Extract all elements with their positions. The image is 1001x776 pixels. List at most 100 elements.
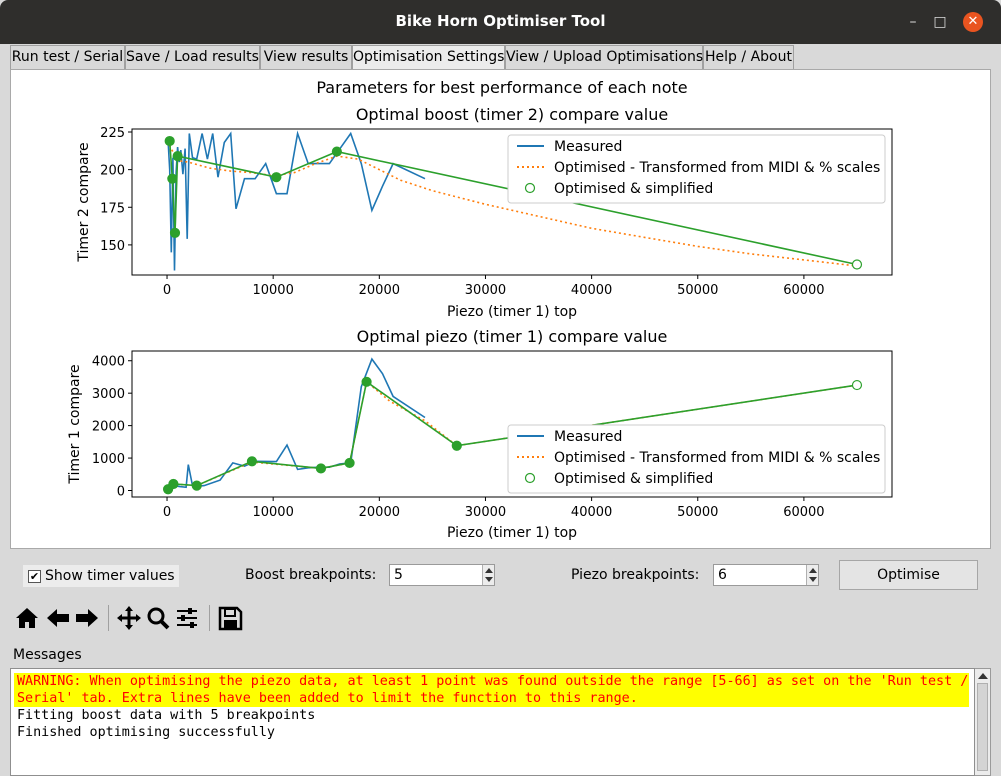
- messages-scrollbar[interactable]: [975, 668, 991, 776]
- decrement-arrow-icon[interactable]: [485, 577, 493, 582]
- y-tick-label: 200: [100, 164, 125, 179]
- data-point: [271, 172, 282, 183]
- figure-svg: Parameters for best performance of each …: [67, 78, 893, 541]
- checkbox-box[interactable]: ✔: [28, 569, 41, 583]
- y-tick-label: 4000: [92, 355, 125, 370]
- data-point: [315, 463, 327, 474]
- data-point: [331, 146, 342, 157]
- piezo-breakpoints-label: Piezo breakpoints:: [571, 567, 700, 583]
- boost-plot-legend: Measured Optimised - Transformed from MI…: [507, 134, 886, 204]
- forward-arrow-icon[interactable]: [73, 603, 101, 633]
- tab-help-about[interactable]: Help / About: [703, 45, 794, 69]
- legend-measured: Measured: [554, 429, 622, 445]
- increment-arrow-icon[interactable]: [485, 568, 493, 573]
- x-tick-label: 60000: [783, 505, 824, 520]
- tab-view-results[interactable]: View results: [260, 45, 352, 69]
- series-line-0: [167, 357, 426, 490]
- x-tick-label: 40000: [571, 505, 612, 520]
- legend-optimised-simplified: Optimised & simplified: [554, 471, 713, 487]
- y-tick-label: 3000: [92, 387, 125, 402]
- data-point: [191, 480, 202, 491]
- zoom-icon[interactable]: [144, 603, 172, 633]
- y-tick-label: 225: [100, 126, 125, 141]
- series-line-1: [166, 140, 858, 267]
- boost-breakpoints-stepper[interactable]: [482, 565, 494, 585]
- back-arrow-icon[interactable]: [44, 603, 72, 633]
- show-timer-values-label[interactable]: Show timer values: [45, 568, 175, 584]
- boost-plot: Optimal boost (timer 2) compare value 0 1…: [76, 105, 893, 320]
- piezo-breakpoints-value[interactable]: 6: [718, 567, 727, 583]
- boost-plot-xlabel: Piezo (timer 1) top: [447, 304, 577, 320]
- legend-optimised-transformed: Optimised - Transformed from MIDI & % sc…: [554, 160, 880, 176]
- piezo-plot-ylabel: Timer 1 compare: [67, 364, 83, 484]
- data-point: [172, 150, 183, 162]
- boost-breakpoints-value[interactable]: 5: [394, 567, 403, 583]
- figure-suptitle: Parameters for best performance of each …: [316, 78, 687, 97]
- show-timer-values-checkbox[interactable]: ✔ Show timer values: [23, 565, 179, 587]
- messages-log[interactable]: WARNING: When optimising the piezo data,…: [10, 668, 975, 776]
- save-icon[interactable]: [216, 603, 244, 633]
- piezo-breakpoints-stepper[interactable]: [806, 565, 818, 585]
- y-tick-label: 175: [100, 201, 125, 216]
- series-line-1: [167, 380, 858, 490]
- home-icon[interactable]: [13, 603, 41, 633]
- piezo-plot-title: Optimal piezo (timer 1) compare value: [357, 327, 668, 346]
- legend-optimised-transformed: Optimised - Transformed from MIDI & % sc…: [554, 450, 880, 466]
- scroll-up-arrow-icon[interactable]: [978, 673, 988, 679]
- optimisation-controls: ✔ Show timer values Boost breakpoints: 5…: [10, 555, 991, 597]
- x-tick-label: 30000: [465, 505, 506, 520]
- optimise-button[interactable]: Optimise: [839, 560, 978, 590]
- data-point: [851, 259, 863, 270]
- boost-plot-title: Optimal boost (timer 2) compare value: [356, 105, 668, 124]
- tab-view-upload-optimisations[interactable]: View / Upload Optimisations: [505, 45, 703, 69]
- tab-optimisation-settings[interactable]: Optimisation Settings: [352, 45, 505, 69]
- configure-subplots-icon[interactable]: [173, 603, 201, 633]
- x-tick-label: 10000: [252, 505, 293, 520]
- x-tick-label: 40000: [571, 283, 612, 298]
- x-tick-label: 10000: [252, 283, 293, 298]
- message-line-warning: Serial' tab. Extra lines have been added…: [14, 690, 969, 707]
- x-tick-label: 20000: [359, 283, 400, 298]
- decrement-arrow-icon[interactable]: [809, 577, 817, 582]
- x-tick-label: 50000: [677, 283, 718, 298]
- x-tick-label: 0: [163, 505, 171, 520]
- scrollbar-thumb[interactable]: [977, 683, 988, 771]
- minimize-button[interactable]: –: [909, 14, 917, 30]
- x-tick-label: 0: [163, 283, 171, 298]
- y-tick-label: 150: [100, 239, 125, 254]
- legend-optimised-simplified: Optimised & simplified: [554, 181, 713, 197]
- data-point: [164, 135, 175, 147]
- x-tick-label: 60000: [783, 283, 824, 298]
- data-point: [168, 478, 179, 490]
- piezo-plot-legend: Measured Optimised - Transformed from MI…: [507, 424, 886, 494]
- boost-breakpoints-spinbox[interactable]: 5: [389, 564, 495, 586]
- messages-label: Messages: [13, 647, 82, 663]
- x-tick-label: 30000: [465, 283, 506, 298]
- title-bar[interactable]: Bike Horn Optimiser Tool – □ ✕: [0, 0, 1001, 44]
- data-point: [851, 379, 863, 391]
- figure-canvas[interactable]: Parameters for best performance of each …: [10, 69, 991, 549]
- message-line: Finished optimising successfully: [17, 725, 275, 740]
- y-tick-label: 2000: [92, 420, 125, 435]
- tab-run-test-serial[interactable]: Run test / Serial: [10, 45, 125, 69]
- boost-plot-ylabel: Timer 2 compare: [76, 142, 92, 262]
- data-point: [344, 457, 355, 469]
- message-line-warning: WARNING: When optimising the piezo data,…: [14, 673, 969, 690]
- pan-icon[interactable]: [115, 603, 143, 633]
- boost-breakpoints-label: Boost breakpoints:: [245, 567, 377, 583]
- x-tick-label: 20000: [359, 505, 400, 520]
- legend-measured: Measured: [554, 139, 622, 155]
- y-tick-label: 0: [117, 485, 125, 500]
- increment-arrow-icon[interactable]: [809, 568, 817, 573]
- data-point: [451, 440, 462, 451]
- data-point: [361, 376, 372, 387]
- close-button[interactable]: ✕: [963, 12, 983, 32]
- data-point: [246, 456, 258, 467]
- maximize-button[interactable]: □: [933, 14, 947, 30]
- piezo-breakpoints-spinbox[interactable]: 6: [713, 564, 819, 586]
- data-point: [169, 227, 181, 238]
- tab-save-load-results[interactable]: Save / Load results: [125, 45, 260, 69]
- piezo-plot: Optimal piezo (timer 1) compare value 0 1…: [67, 327, 893, 541]
- x-tick-label: 50000: [677, 505, 718, 520]
